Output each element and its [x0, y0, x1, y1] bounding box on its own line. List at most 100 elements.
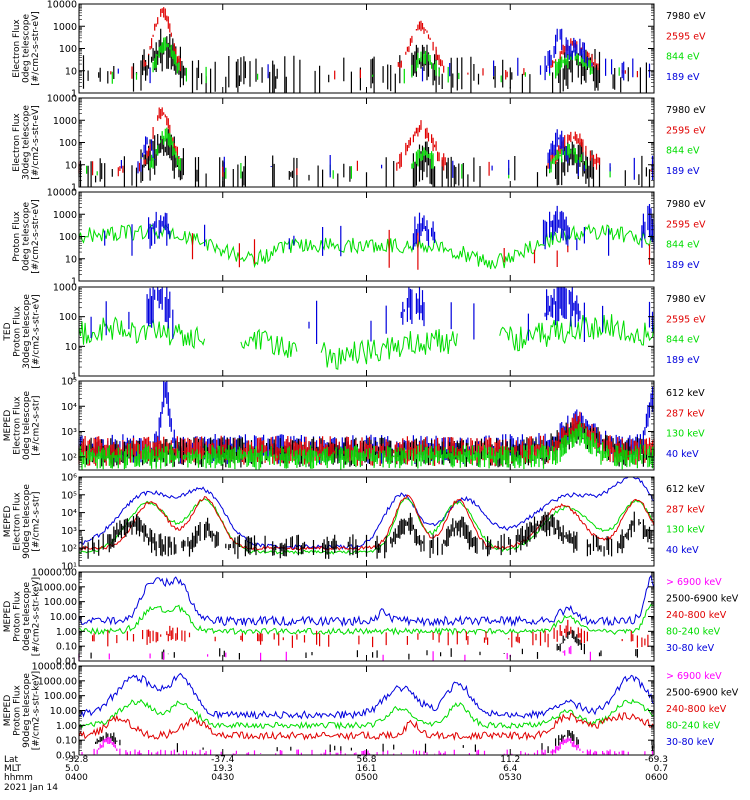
legend-entry: > 6900 keV — [666, 671, 722, 682]
panel-4: 1 10 100 1000 TED Proton Flux 30deg telescope[… — [3, 283, 706, 383]
series-7980-ev — [78, 129, 651, 187]
legend-entry: 80-240 keV — [666, 720, 721, 731]
series-line — [78, 223, 655, 270]
series-line — [78, 574, 655, 628]
x-tick-mlt: 19.3 — [213, 764, 233, 774]
y-axis-label: MEPED — [3, 601, 13, 633]
y-tick-label: 10 — [65, 342, 77, 353]
y-tick-label: 10⁶ — [61, 473, 77, 484]
y-axis-label: 0deg telescope — [22, 14, 32, 84]
legend-entry: > 6900 keV — [666, 577, 722, 588]
y-tick-label: 10³ — [61, 427, 77, 438]
series-240-800-kev — [92, 619, 649, 648]
y-tick-label: 1000 — [53, 210, 77, 221]
y-axis-label: [#/cm2-s-str-keV] — [32, 671, 42, 750]
series-marks — [86, 127, 611, 179]
series-marks — [90, 287, 654, 344]
x-row-label: 2021 Jan 14 — [4, 783, 58, 793]
legend-entry: 7980 eV — [666, 199, 706, 210]
legend-entry: 2595 eV — [666, 314, 706, 325]
y-tick-label: 10000 — [47, 0, 77, 11]
series-189-ev — [90, 287, 654, 344]
panel-6: 10¹ 10² 10³ 10⁴ 10⁵ 10⁶ MEPED Electron Flux 90de… — [3, 473, 705, 573]
series-line — [78, 672, 655, 720]
legend-entry: 189 eV — [666, 355, 700, 366]
series--6900-kev — [78, 645, 591, 661]
y-axis-label: Proton Flux — [13, 685, 23, 736]
y-tick-label: 10 — [65, 254, 77, 265]
legend-entry: 844 eV — [666, 335, 700, 346]
x-tick-hhmm: 0500 — [355, 773, 378, 783]
series-marks — [78, 645, 591, 661]
y-tick-label: 1000.00 — [38, 676, 77, 687]
y-tick-label: 1 — [71, 183, 77, 194]
y-tick-label: 0.01 — [56, 657, 77, 668]
series-marks — [120, 129, 654, 181]
y-tick-label: 10⁴ — [61, 402, 77, 413]
series-line — [78, 698, 655, 731]
y-tick-label: 1000.00 — [38, 582, 77, 593]
y-tick-label: 10 — [65, 66, 77, 77]
legend-entry: 30-80 keV — [666, 737, 715, 748]
series-marks — [117, 28, 651, 84]
y-axis-label: [#/cm2-s-str] — [32, 395, 42, 455]
y-axis-label: Electron Flux — [12, 113, 22, 172]
legend-entry: 612 keV — [666, 388, 705, 399]
series-189-ev — [120, 129, 654, 181]
y-axis-label: 0deg telescope — [22, 202, 32, 272]
series-2595-ev — [78, 107, 654, 177]
legend-entry: 844 eV — [666, 52, 700, 63]
y-axis-label: [#/cm2-s-str-eV] — [31, 199, 41, 274]
series-80-240-kev — [78, 698, 655, 731]
legend-entry: 2500-6900 keV — [666, 687, 739, 698]
x-tick-hhmm: 0530 — [499, 773, 522, 783]
series-612-kev — [81, 511, 652, 559]
series-line — [78, 712, 655, 741]
x-row-label: Lat — [4, 755, 19, 765]
series-line — [78, 314, 655, 370]
series--6900-kev — [81, 736, 654, 755]
y-axis-label: Electron Flux — [13, 492, 23, 551]
panel-3: 1 10 100 1000 10000 Proton Flux 0deg telescope… — [12, 188, 706, 288]
series-844-ev — [111, 37, 620, 84]
y-tick-label: 10⁵ — [61, 490, 77, 501]
x-row-label: MLT — [4, 764, 22, 774]
y-axis-label: MEPED — [3, 506, 13, 538]
series-marks — [104, 204, 655, 257]
legend-entry: 612 keV — [666, 484, 705, 495]
y-tick-label: 10¹ — [61, 562, 77, 573]
y-tick-label: 100 — [59, 44, 77, 55]
x-row-label: hhmm — [4, 773, 33, 783]
series-240-800-kev — [78, 712, 655, 741]
series-marks — [78, 107, 654, 177]
legend-entry: 7980 eV — [666, 105, 706, 116]
series-189-ev — [117, 28, 651, 84]
x-tick-mlt: 16.1 — [356, 764, 376, 774]
y-tick-label: 10³ — [61, 526, 77, 537]
series-marks — [92, 619, 649, 648]
legend-entry: 2500-6900 keV — [666, 593, 739, 604]
y-axis-label: Electron Flux — [12, 19, 22, 78]
y-axis-label: 90deg telescope — [22, 484, 32, 559]
legend-entry: 2595 eV — [666, 219, 706, 230]
x-tick-lat: -37.4 — [211, 755, 235, 765]
y-tick-label: 1 — [71, 277, 77, 288]
series-30-80-kev — [78, 672, 655, 720]
y-axis-label: 30deg telescope — [22, 105, 32, 180]
y-tick-label: 1000 — [53, 283, 77, 294]
y-tick-label: 100.00 — [44, 597, 77, 608]
legend-entry: 287 keV — [666, 408, 705, 419]
legend-entry: 189 eV — [666, 260, 700, 271]
y-axis-label: Proton Flux — [13, 306, 23, 357]
y-axis-label: Proton Flux — [12, 211, 22, 262]
panel-5: 10² 10³ 10⁴ 10⁵ MEPED Electron Flux 0deg teles… — [3, 377, 705, 471]
y-tick-label: 10.00 — [50, 706, 77, 717]
legend-entry: 80-240 keV — [666, 626, 721, 637]
legend-entry: 30-80 keV — [666, 643, 715, 654]
y-tick-label: 10⁴ — [61, 508, 77, 519]
legend-entry: 2595 eV — [666, 125, 706, 136]
series-line — [78, 603, 655, 636]
panel-8: 0.01 0.10 1.00 10.00 100.00 1000.00 10000.00 ME… — [3, 662, 739, 762]
